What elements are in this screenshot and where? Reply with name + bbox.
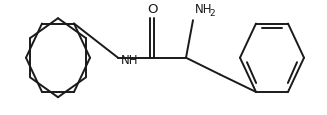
Text: 2: 2 xyxy=(209,9,215,18)
Text: NH: NH xyxy=(121,54,139,67)
Text: O: O xyxy=(147,3,157,16)
Text: NH: NH xyxy=(195,3,213,16)
